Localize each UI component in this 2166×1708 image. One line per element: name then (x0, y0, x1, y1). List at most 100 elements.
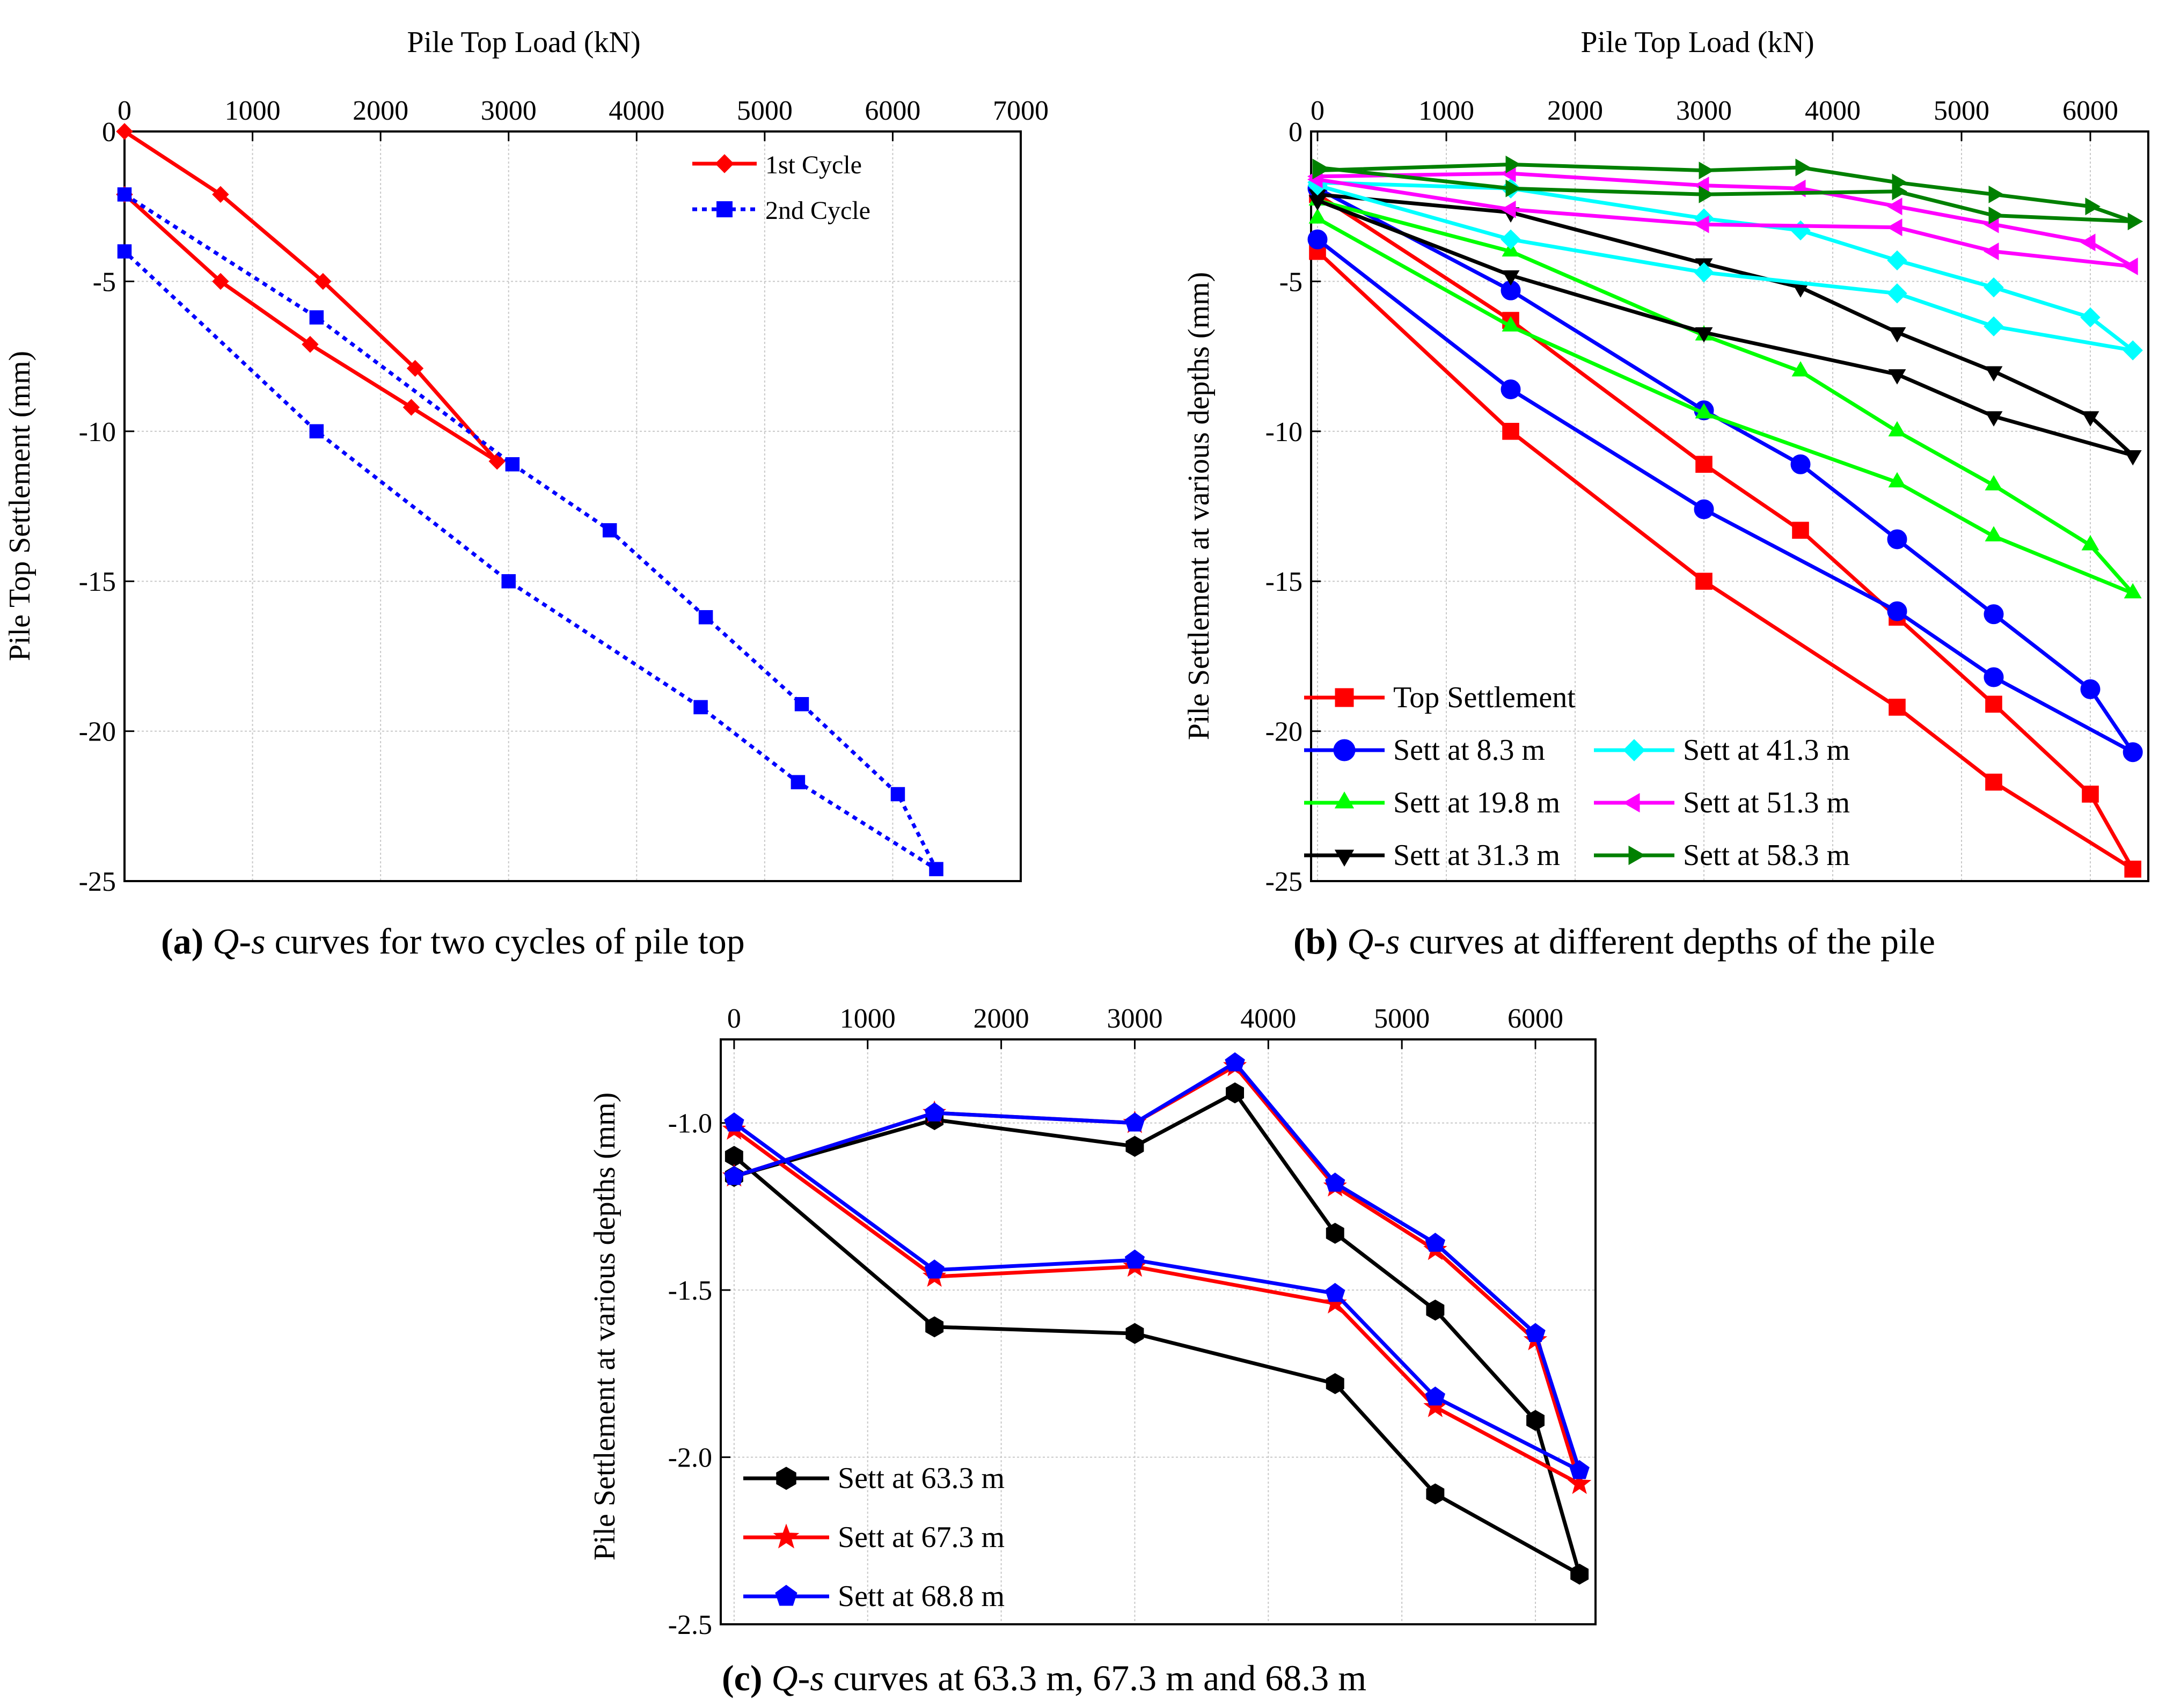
x-tick-label: 6000 (1508, 1003, 1563, 1034)
series-sett-at-67-3-m (722, 1053, 1592, 1494)
data-point (1694, 262, 1714, 283)
x-tick-label: 1000 (840, 1003, 896, 1034)
y-tick-label: -25 (79, 867, 116, 897)
x-tick-label: 0 (727, 1003, 741, 1034)
x-tick-label: 1000 (225, 96, 281, 126)
legend-label: Sett at 8.3 m (1393, 734, 1545, 767)
x-axis-label: Pile Top Load (kN) (1580, 26, 1814, 59)
y-tick-label: -1.0 (668, 1109, 712, 1139)
data-point (2123, 340, 2143, 361)
y-tick-label: -5 (93, 267, 116, 297)
data-point (1505, 156, 1521, 173)
data-point (929, 862, 943, 876)
x-tick-label: 6000 (2062, 96, 2118, 126)
data-point (1426, 1483, 1445, 1505)
x-tick-label: 4000 (1240, 1003, 1296, 1034)
data-point (1226, 1082, 1244, 1104)
data-point (1326, 1373, 1344, 1395)
data-point (1984, 316, 2004, 336)
data-point (1425, 1386, 1445, 1406)
data-point (403, 399, 420, 416)
data-point (1307, 229, 1328, 250)
data-point (924, 1259, 945, 1279)
data-point (1984, 243, 1999, 260)
data-point (1984, 667, 2004, 687)
y-tick-label: -10 (79, 417, 116, 448)
data-point (1124, 1249, 1145, 1269)
data-point (1695, 456, 1713, 473)
legend-marker (1333, 739, 1356, 761)
legend-marker (1623, 739, 1645, 761)
x-axis-label: Pile Top Load (kN) (407, 26, 640, 59)
y-tick-label: -20 (79, 717, 116, 747)
data-point (1887, 283, 1907, 304)
x-tick-label: 0 (118, 96, 131, 126)
data-point (1889, 699, 1906, 716)
gridlines (1311, 131, 2148, 881)
caption-b: (b) Q-s curves at different depths of th… (1293, 921, 1935, 962)
data-point (1501, 280, 1521, 300)
data-point (1570, 1564, 1589, 1585)
data-point (501, 574, 516, 589)
data-point (406, 360, 424, 377)
plot-frame (123, 130, 1022, 882)
data-point (1790, 454, 1811, 474)
data-point (1887, 250, 1907, 270)
data-point (1502, 270, 1520, 286)
series-line (733, 1091, 1582, 1577)
data-point (1526, 1410, 1545, 1431)
y-tick-label: -20 (1265, 717, 1302, 747)
data-point (1984, 277, 2004, 298)
data-point (488, 452, 506, 470)
x-tick-label: 5000 (737, 96, 793, 126)
data-point (1985, 411, 2003, 427)
data-point (1985, 526, 2003, 541)
series-top-settlement (1309, 186, 2141, 878)
data-point (1425, 1233, 1445, 1252)
series-sett-at-68-8-m (724, 1052, 1590, 1479)
x-tick-label: 2000 (974, 1003, 1029, 1034)
plot-frame (720, 1038, 1597, 1625)
series-line (1316, 199, 2135, 596)
data-point (2124, 583, 2142, 599)
data-point (2124, 450, 2142, 466)
chart-panel-b: 0 1000 2000 3000 4000 5000 6000 0 -5 -10 -15 -20 -25… (1182, 26, 2149, 897)
data-point (1887, 601, 1907, 621)
data-point (1988, 207, 2004, 224)
x-tick-label: 3000 (481, 96, 537, 126)
x-tick-label: 2000 (1547, 96, 1603, 126)
y-tick-label: -5 (1279, 267, 1302, 297)
x-tick-label: 6000 (865, 96, 920, 126)
y-tick-label: -10 (1265, 417, 1302, 448)
x-tick-label: 4000 (1805, 96, 1861, 126)
x-tick-label: 5000 (1374, 1003, 1430, 1034)
y-tick-label: 0 (102, 117, 116, 148)
data-point (2085, 197, 2101, 216)
legend-marker (1334, 791, 1355, 809)
legend-label: Sett at 41.3 m (1683, 734, 1850, 767)
data-point (309, 310, 324, 325)
y-tick-label: -15 (79, 567, 116, 597)
data-point (314, 273, 332, 290)
data-point (505, 457, 520, 472)
x-tick-label: 1000 (1418, 96, 1474, 126)
legend-item-sett-at-63-3-m: Sett at 63.3 m (743, 1462, 1005, 1495)
x-tick-label: 0 (1311, 96, 1325, 126)
legend-marker (775, 1585, 797, 1606)
chart-panel-a: 0 1000 2000 3000 4000 5000 6000 7000 0 -5 -10 -15 -2… (3, 26, 1049, 897)
data-point (1985, 773, 2002, 791)
x-tick-label: 3000 (1676, 96, 1732, 126)
data-point (1790, 220, 1811, 241)
series-sett-at-8-3-m (1307, 178, 2143, 763)
legend-item-1st-cycle: 1st Cycle (692, 151, 862, 179)
legend-marker (773, 1523, 800, 1549)
data-point (116, 123, 133, 140)
legend-item-top-settlement: Top Settlement (1304, 681, 1576, 714)
data-point (1694, 215, 1709, 233)
data-point (1225, 1052, 1245, 1072)
data-point (1887, 218, 1902, 237)
y-axis-label: Pile Top Settlement (mm) (3, 351, 36, 661)
data-point (1325, 1172, 1345, 1192)
data-point (1125, 1323, 1144, 1344)
data-point (1985, 695, 2002, 713)
